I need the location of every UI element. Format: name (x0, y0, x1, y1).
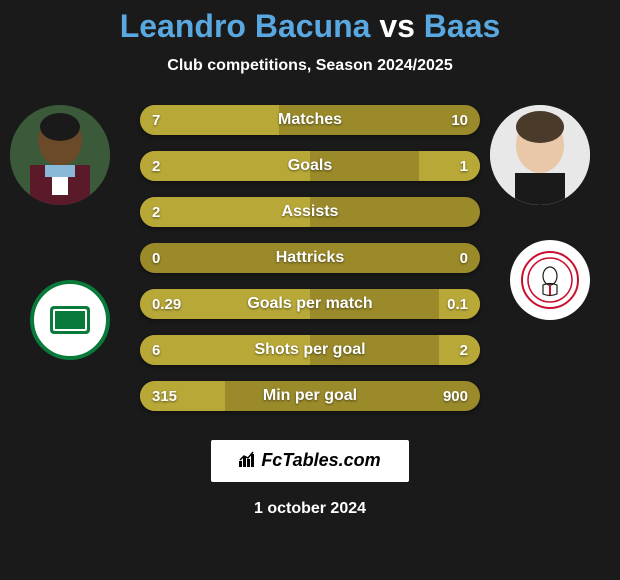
player1-avatar (10, 105, 110, 205)
stat-label: Goals (140, 157, 480, 175)
stat-label: Min per goal (140, 387, 480, 405)
stat-row: 2Assists (140, 197, 480, 227)
stat-label: Goals per match (140, 295, 480, 313)
stat-value-right: 2 (460, 342, 468, 359)
stat-value-right: 0.1 (447, 296, 468, 313)
stat-label: Hattricks (140, 249, 480, 267)
stat-value-right: 1 (460, 158, 468, 175)
stats-container: 7Matches102Goals12Assists0Hattricks00.29… (140, 105, 480, 427)
stat-row: 315Min per goal900 (140, 381, 480, 411)
stat-label: Assists (140, 203, 480, 221)
vs-text: vs (379, 8, 415, 44)
player1-club-badge (30, 280, 110, 360)
stat-row: 6Shots per goal2 (140, 335, 480, 365)
player2-club-badge (510, 240, 590, 320)
stat-row: 0.29Goals per match0.1 (140, 289, 480, 319)
stat-label: Shots per goal (140, 341, 480, 359)
stat-label: Matches (140, 111, 480, 129)
stat-row: 0Hattricks0 (140, 243, 480, 273)
stat-value-right: 10 (451, 112, 468, 129)
season-subtitle: Club competitions, Season 2024/2025 (0, 57, 620, 75)
player1-name: Leandro Bacuna (120, 8, 371, 44)
stat-row: 2Goals1 (140, 151, 480, 181)
brand-text: FcTables.com (261, 450, 380, 470)
chart-icon (239, 451, 257, 472)
player2-name: Baas (424, 8, 501, 44)
player2-avatar (490, 105, 590, 205)
stat-value-right: 0 (460, 250, 468, 267)
brand-badge: FcTables.com (211, 440, 408, 482)
stat-value-right: 900 (443, 388, 468, 405)
date-text: 1 october 2024 (0, 500, 620, 518)
stat-row: 7Matches10 (140, 105, 480, 135)
comparison-title: Leandro Bacuna vs Baas (0, 8, 620, 45)
